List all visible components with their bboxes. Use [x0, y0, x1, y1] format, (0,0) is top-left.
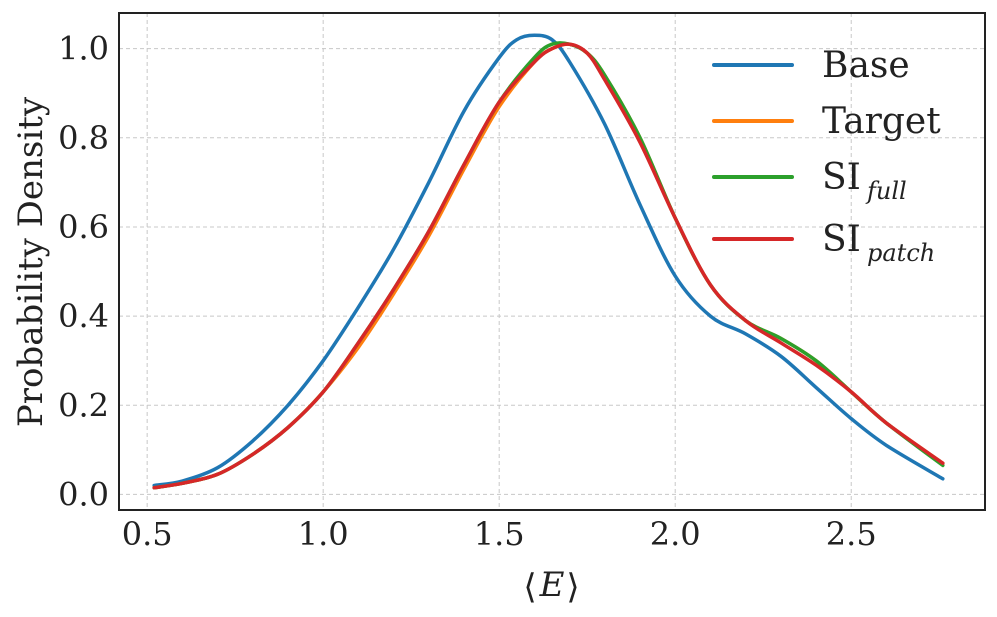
legend-item-target: Target: [712, 101, 941, 142]
legend-item-base: Base: [712, 45, 910, 86]
series-line-base: [152, 33, 945, 488]
y-tick-labels: 0.0 0.2 0.4 0.6 0.8 1.0: [58, 30, 109, 514]
grid: [119, 13, 985, 510]
x-axis-label-symbol: E: [539, 565, 565, 605]
x-tick-label: 1.0: [298, 515, 349, 553]
x-tick-label: 2.5: [826, 515, 877, 553]
y-tick-label: 0.4: [58, 297, 109, 335]
x-tick-label: 2.0: [650, 515, 701, 553]
legend-label-subscript: patch: [867, 239, 935, 267]
legend-label-subscript: full: [865, 177, 907, 205]
legend-label: Target: [822, 101, 941, 142]
y-tick-label: 0.0: [58, 475, 109, 513]
plot-frame: [118, 12, 986, 511]
legend-label: SI: [822, 157, 861, 198]
x-axis-left-bracket: ⟨: [523, 567, 536, 607]
x-tick-label: 0.5: [122, 515, 173, 553]
legend-item-si-patch: SI patch: [712, 219, 935, 267]
series-line-si-patch: [152, 42, 945, 490]
x-tick-labels: 0.5 1.0 1.5 2.0 2.5: [122, 515, 877, 553]
y-tick-label: 0.8: [58, 119, 109, 157]
y-tick-label: 0.2: [58, 386, 109, 424]
x-axis-right-bracket: ⟩: [566, 567, 579, 607]
legend-label: Base: [822, 45, 910, 86]
legend-label: SI: [822, 219, 861, 260]
x-tick-label: 1.5: [474, 515, 525, 553]
x-axis-label: ⟨ E ⟩: [523, 565, 579, 607]
y-tick-label: 0.6: [58, 208, 109, 246]
series-lines: [152, 33, 945, 490]
y-tick-label: 1.0: [58, 30, 109, 68]
legend-item-si-full: SI full: [712, 157, 907, 205]
y-axis-label: Probability Density: [11, 96, 51, 427]
